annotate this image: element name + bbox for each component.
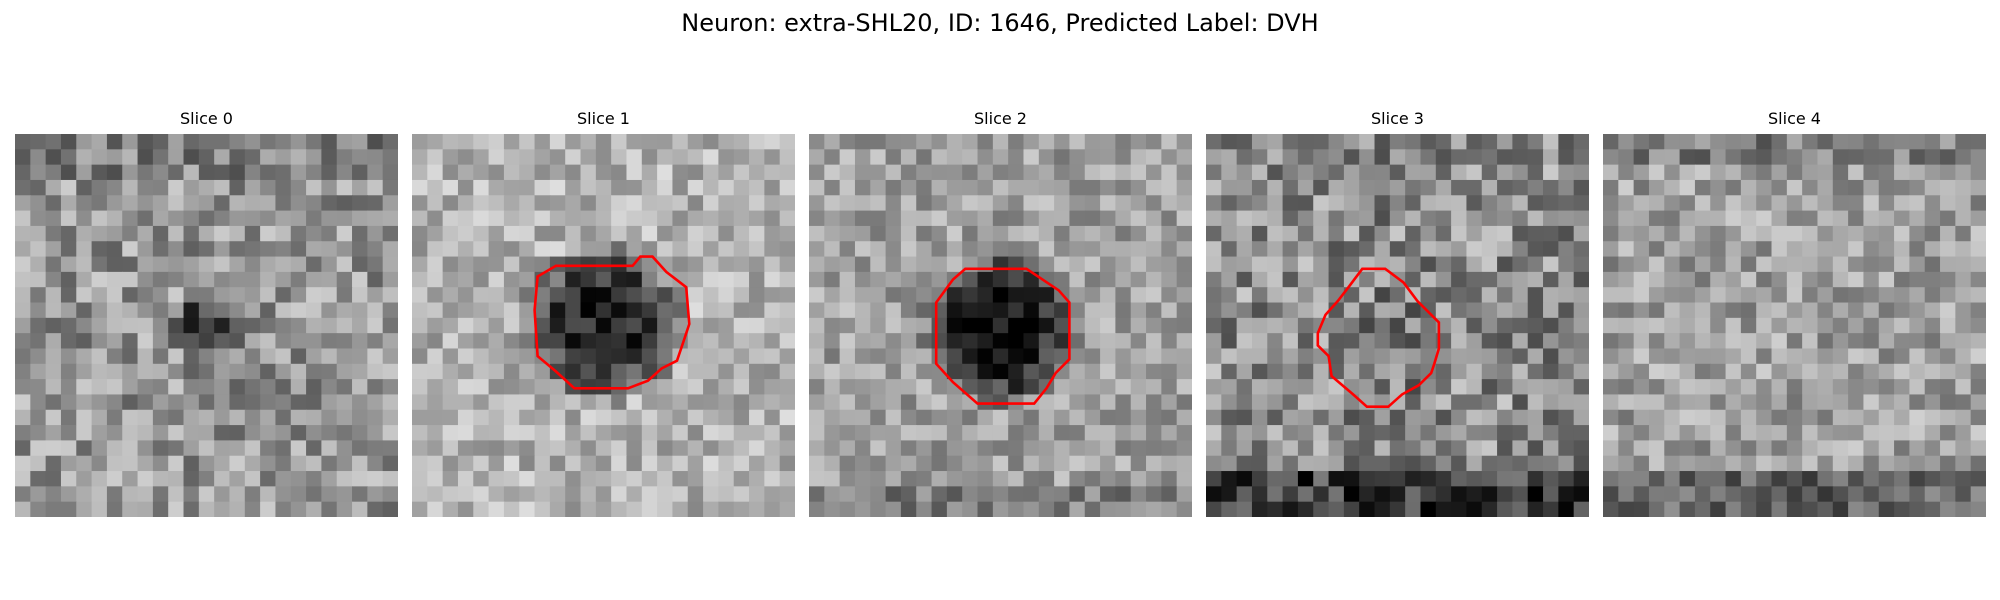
slice-image: [809, 134, 1192, 517]
slice-title: Slice 4: [1768, 109, 1821, 128]
slice-image: [15, 134, 398, 517]
slice-panel-4: Slice 4: [1603, 108, 1986, 518]
slice-image: [1206, 134, 1589, 517]
roi-contour: [533, 255, 691, 390]
slice-image: [1603, 134, 1986, 517]
slice-panel-1: Slice 1: [412, 108, 795, 518]
roi-contour: [1316, 267, 1441, 409]
figure-title: Neuron: extra-SHL20, ID: 1646, Predicted…: [681, 9, 1319, 37]
slice-panel-2: Slice 2: [809, 108, 1192, 518]
slice-panel-0: Slice 0: [15, 108, 398, 518]
slice-title: Slice 2: [974, 109, 1027, 128]
roi-contour: [934, 267, 1071, 405]
slice-title: Slice 0: [180, 109, 233, 128]
slice-image: [412, 134, 795, 517]
slice-title: Slice 1: [577, 109, 630, 128]
slice-title: Slice 3: [1371, 109, 1424, 128]
slice-panel-3: Slice 3: [1206, 108, 1589, 518]
